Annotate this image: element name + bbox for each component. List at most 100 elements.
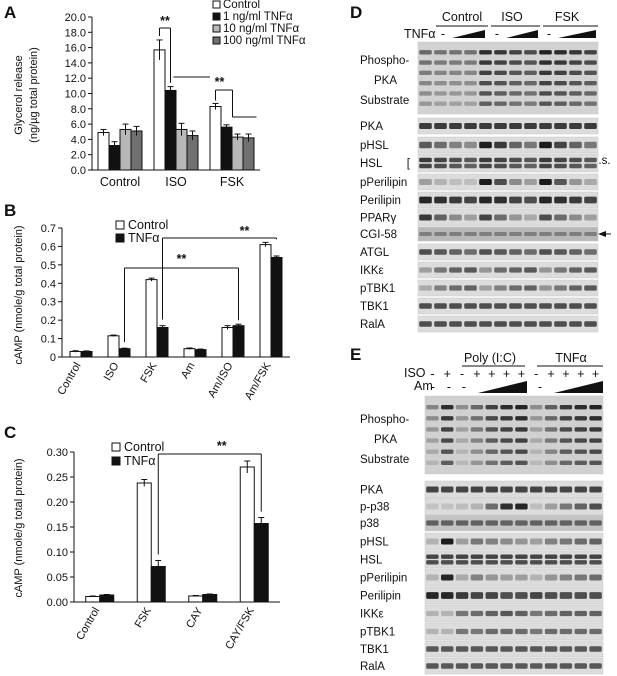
panel-e-am-sign-3: - bbox=[462, 380, 466, 394]
d-band bbox=[479, 157, 492, 163]
e-band bbox=[515, 486, 528, 493]
panel-e-am-sign-4: - bbox=[538, 380, 542, 394]
d-band bbox=[554, 101, 567, 106]
d-band bbox=[494, 303, 507, 309]
d-band bbox=[434, 285, 447, 291]
e-band bbox=[455, 646, 469, 652]
e-band bbox=[470, 503, 484, 510]
d-band bbox=[419, 232, 432, 236]
c-xtick-label: CAY/FSK bbox=[223, 605, 257, 652]
e-row-label-5: HSL bbox=[360, 555, 383, 567]
panel-e-iso-sign: - bbox=[460, 367, 464, 381]
e-band bbox=[426, 538, 439, 545]
e-band bbox=[589, 538, 602, 545]
panel-e-blots: PKA p-p38 p38 pHSL HSL pPerilipin Perilipin IKK… bbox=[360, 395, 604, 675]
d-band bbox=[584, 50, 597, 55]
d-band bbox=[464, 157, 477, 163]
panel-e-iso-sign: - bbox=[430, 367, 434, 381]
e-band bbox=[530, 427, 543, 432]
e-band bbox=[441, 610, 454, 617]
d-band bbox=[554, 321, 567, 327]
e-band bbox=[455, 520, 469, 526]
d-band bbox=[554, 157, 567, 163]
d-band bbox=[449, 214, 462, 221]
d-band bbox=[434, 214, 447, 221]
e-band bbox=[559, 554, 573, 559]
d-band bbox=[464, 91, 477, 96]
e-band bbox=[589, 560, 602, 565]
d-band bbox=[539, 80, 552, 86]
e-band bbox=[559, 486, 573, 493]
d-strip-11 bbox=[417, 297, 599, 315]
e-band bbox=[500, 427, 513, 432]
e-row-label-7: Perilipin bbox=[360, 591, 401, 603]
panel-e-iso-sign: + bbox=[473, 367, 480, 381]
c-ytick-label: 0.00 bbox=[47, 597, 68, 609]
d-band bbox=[479, 163, 492, 169]
e-band bbox=[500, 503, 513, 510]
d-band bbox=[554, 70, 567, 76]
c-bar-CAY-0 bbox=[188, 595, 204, 603]
d-band bbox=[524, 249, 537, 255]
a-bar-Control-3 bbox=[130, 130, 143, 171]
a-bar-ISO-0 bbox=[153, 49, 166, 171]
d-band bbox=[554, 303, 567, 309]
b-ytick-label: 0 bbox=[50, 352, 56, 364]
d-band bbox=[584, 70, 597, 76]
d-band bbox=[509, 303, 522, 309]
d-band bbox=[449, 141, 462, 149]
b-xtick-label: Am/FSK bbox=[243, 360, 274, 402]
e-band bbox=[441, 503, 454, 510]
d-band bbox=[584, 196, 597, 204]
e-band bbox=[500, 574, 513, 581]
b-legend-label: Control bbox=[128, 218, 168, 232]
b-ytick-label: 0.6 bbox=[41, 241, 56, 253]
panel-b: B cAMP (nmole/g total protein) 0 0.1 0.2 0.… bbox=[4, 201, 290, 402]
d-band bbox=[554, 196, 567, 204]
panel-d-group-fsk: FSK bbox=[555, 10, 580, 24]
e-band bbox=[455, 438, 469, 443]
e-band bbox=[574, 460, 587, 466]
d-band bbox=[494, 285, 507, 291]
d-band bbox=[464, 285, 477, 291]
e-band bbox=[455, 416, 469, 421]
d-band bbox=[449, 249, 462, 255]
c-xtick-label: CAY bbox=[184, 605, 206, 630]
d-band bbox=[539, 123, 552, 129]
b-ytick-label: 0.7 bbox=[41, 223, 56, 235]
e-band bbox=[485, 592, 498, 599]
e-band bbox=[559, 503, 573, 510]
d-band bbox=[494, 50, 507, 55]
d-band bbox=[524, 303, 537, 309]
d-band bbox=[509, 123, 522, 129]
d-band bbox=[449, 163, 462, 169]
e-band bbox=[470, 460, 484, 466]
a-bar-ISO-3 bbox=[186, 135, 199, 171]
e-band bbox=[515, 449, 528, 454]
e-band bbox=[485, 554, 498, 559]
d-band bbox=[569, 214, 582, 221]
e-band bbox=[441, 416, 454, 421]
d-band bbox=[464, 163, 477, 169]
d-band bbox=[569, 196, 582, 204]
e-band bbox=[470, 449, 484, 454]
e-band bbox=[470, 646, 484, 652]
d-band bbox=[524, 267, 537, 273]
e-band bbox=[544, 538, 558, 545]
e-strip-0 bbox=[424, 395, 604, 475]
e-band bbox=[589, 486, 602, 493]
panel-e-iso-sign: + bbox=[562, 367, 569, 381]
e-band bbox=[589, 592, 602, 599]
e-band bbox=[530, 416, 543, 421]
d-band bbox=[449, 179, 462, 185]
a-ytick-label: 4.0 bbox=[71, 134, 86, 146]
d-band bbox=[419, 285, 432, 291]
d-band bbox=[554, 285, 567, 291]
panel-e-iso-sign: + bbox=[503, 367, 510, 381]
a-ytick-label: 16.0 bbox=[65, 43, 86, 55]
e-band bbox=[515, 574, 528, 581]
e-band bbox=[426, 554, 439, 559]
e-band bbox=[441, 574, 454, 581]
d-band bbox=[539, 232, 552, 236]
panel-e-label-phospho-2: PKA bbox=[374, 434, 397, 446]
